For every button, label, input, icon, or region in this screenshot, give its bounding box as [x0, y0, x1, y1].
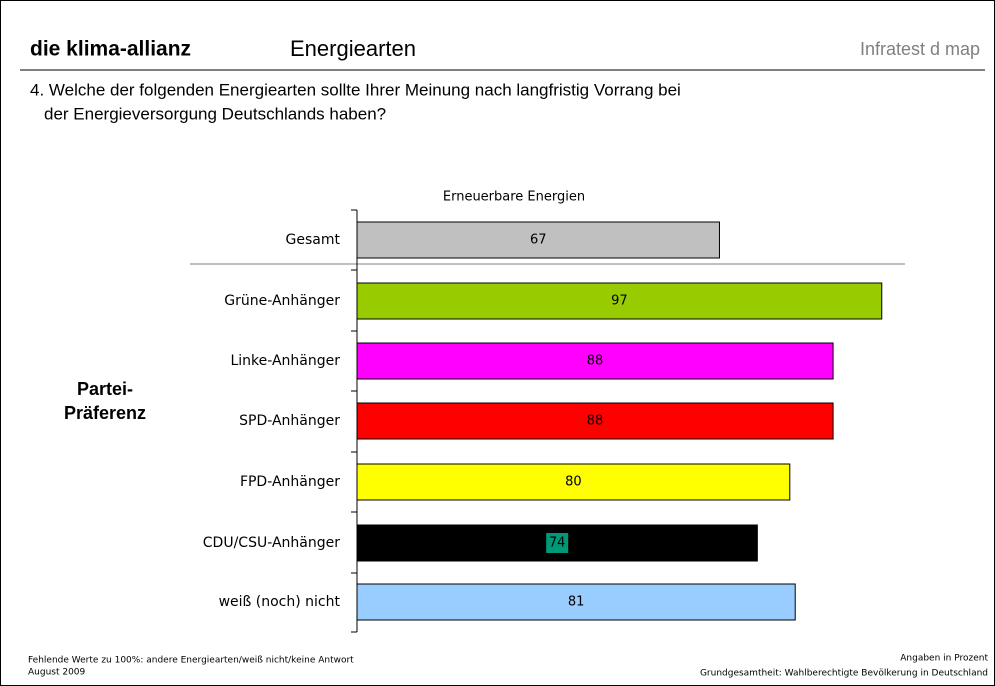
source: Infratest d map [860, 39, 980, 59]
series-label: Erneuerbare Energien [443, 190, 585, 205]
label-highlight [546, 533, 569, 553]
bar [356, 282, 883, 320]
question-line: 4. Welche der folgenden Energiearten sol… [30, 80, 681, 99]
value-label: 80 [565, 475, 582, 490]
bar [356, 583, 796, 621]
bar [356, 463, 791, 501]
category-label: Gesamt [286, 232, 341, 248]
bar [356, 342, 834, 380]
footnote: Angaben in Prozent [900, 654, 988, 664]
value-label: 74 [549, 536, 566, 551]
category-label: Grüne-Anhänger [224, 293, 340, 309]
question-line: der Energieversorgung Deutschlands haben… [44, 104, 386, 123]
bar [356, 524, 758, 562]
category-label: Linke-Anhänger [230, 353, 340, 369]
group-label: Partei- [77, 379, 133, 399]
footnote: August 2009 [28, 668, 86, 678]
category-label: SPD-Anhänger [239, 413, 340, 429]
value-label: 88 [587, 354, 604, 369]
bar [356, 402, 834, 440]
category-label: weiß (noch) nicht [219, 594, 341, 610]
category-label: FPD-Anhänger [240, 474, 340, 490]
value-label: 67 [530, 233, 547, 248]
group-label: Präferenz [64, 403, 146, 423]
value-label: 97 [611, 294, 628, 309]
footnote: Fehlende Werte zu 100%: andere Energiear… [28, 656, 354, 666]
value-label: 81 [568, 595, 585, 610]
bar [356, 221, 720, 259]
brand: die klima-allianz [30, 38, 191, 61]
footnote: Grundgesamtheit: Wahlberechtigte Bevölke… [700, 669, 988, 679]
category-label: CDU/CSU-Anhänger [203, 535, 340, 551]
value-label: 88 [587, 414, 604, 429]
topic: Energiearten [290, 36, 416, 61]
